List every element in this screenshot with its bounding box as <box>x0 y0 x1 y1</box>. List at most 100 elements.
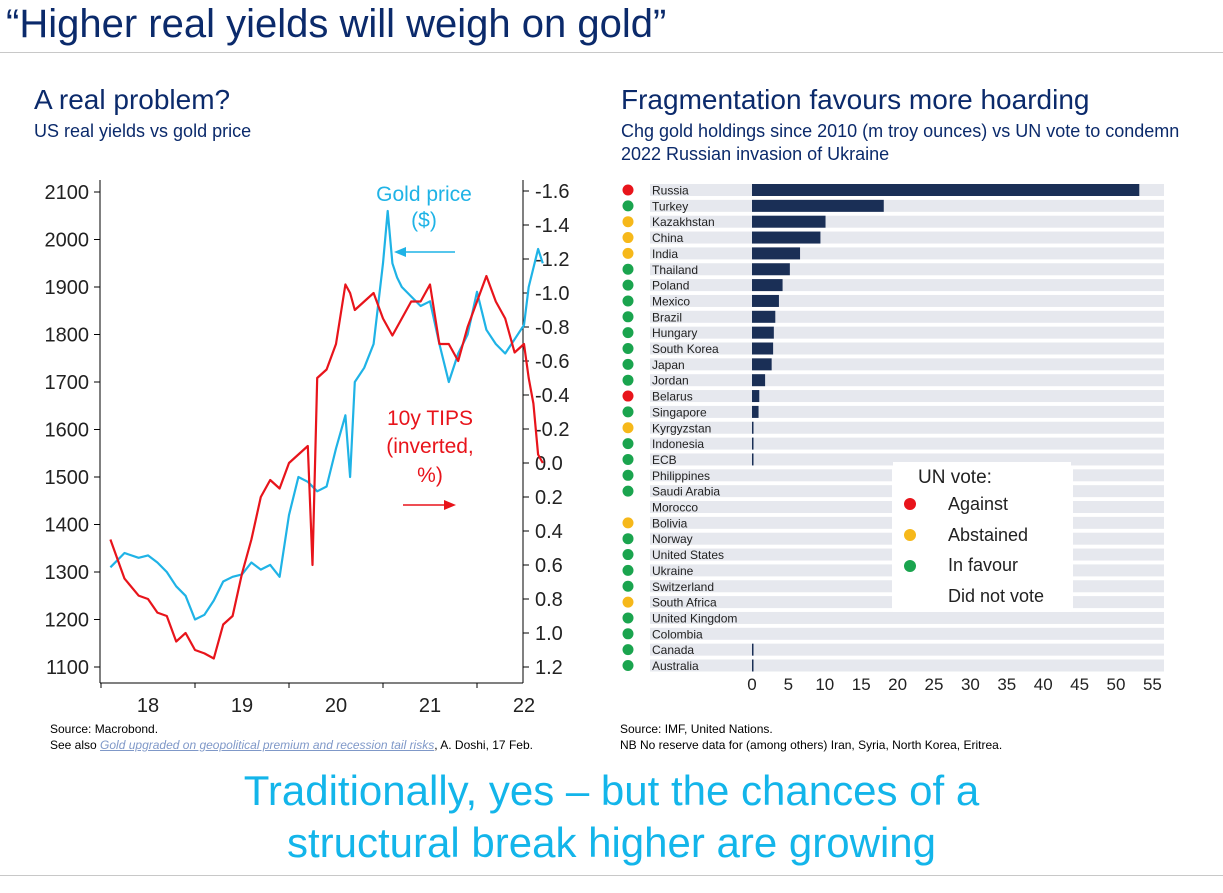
data-bar-kyrgyzstan <box>752 421 754 434</box>
title-divider <box>0 52 1223 53</box>
gold-price-label: Gold price <box>376 183 472 206</box>
report-link[interactable]: Gold upgraded on geopolitical premium an… <box>100 738 435 752</box>
report-author-date: , A. Doshi, 17 Feb. <box>434 738 533 752</box>
left-tick-label: 1300 <box>45 562 90 584</box>
vote-dot <box>622 247 634 259</box>
bottom-divider <box>0 875 1223 876</box>
bar-track <box>1073 485 1164 498</box>
conclusion-line-2: structural break higher are growing <box>287 819 936 866</box>
legend-abstained-dot <box>904 529 916 541</box>
country-label: ECB <box>652 453 677 467</box>
bar-track <box>1073 516 1164 529</box>
country-label: Japan <box>652 358 685 372</box>
country-label: Ukraine <box>652 564 694 578</box>
x-tick-label: 22 <box>513 695 535 717</box>
data-bar-belarus <box>752 390 760 403</box>
data-bar-china <box>752 231 821 244</box>
bar-track <box>892 294 1164 307</box>
country-label: Colombia <box>652 627 703 641</box>
data-bar-japan <box>752 358 772 371</box>
x-tick-label: 55 <box>1143 675 1162 694</box>
bar-track <box>892 390 1164 403</box>
data-bar-jordan <box>752 374 766 387</box>
bar-track <box>1073 548 1164 561</box>
bar-track <box>892 659 1164 672</box>
bar-track <box>892 247 1164 260</box>
vote-dot <box>622 343 634 354</box>
bar-track <box>650 516 892 529</box>
bar-track <box>892 611 1164 624</box>
bar-track <box>650 469 892 482</box>
right-chart-subheading: Chg gold holdings since 2010 (m troy oun… <box>621 121 1180 164</box>
country-label: Mexico <box>652 294 690 308</box>
x-tick-label: 15 <box>852 675 871 694</box>
bar-track <box>892 231 1164 244</box>
country-label: Brazil <box>652 310 682 324</box>
x-tick-label: 50 <box>1107 675 1126 694</box>
left-tick-label: 1500 <box>45 467 90 489</box>
bar-track <box>650 437 892 450</box>
left-tick-label: 1100 <box>46 657 89 679</box>
data-bar-poland <box>752 279 783 292</box>
x-tick-label: 21 <box>419 695 441 717</box>
right-tick-label: 0.6 <box>535 555 563 577</box>
gold-left-arrow-icon <box>394 247 406 257</box>
tips-line <box>109 274 544 660</box>
bar-track <box>650 643 892 656</box>
vote-dot <box>622 327 634 339</box>
legend-against-label: Against <box>948 494 1008 514</box>
vote-dot <box>622 644 634 656</box>
data-bar-canada <box>752 643 754 656</box>
x-tick-label: 35 <box>997 675 1016 694</box>
vote-dot <box>622 263 634 275</box>
bar-track <box>1073 580 1164 593</box>
bar-track <box>892 215 1164 228</box>
bar-track <box>650 532 892 545</box>
tips-right-arrow-icon <box>444 500 456 510</box>
tips-inverted-label: (inverted, <box>386 435 474 458</box>
left-tick-label: 1400 <box>45 515 90 537</box>
data-bar-brazil <box>752 310 776 323</box>
country-label: Hungary <box>652 326 697 340</box>
left-tick-label: 1600 <box>45 420 90 442</box>
x-tick-label: 19 <box>231 695 253 717</box>
country-label: Morocco <box>652 501 698 515</box>
vote-dot <box>622 580 634 592</box>
vote-dot <box>622 469 634 481</box>
x-tick-label: 18 <box>137 695 159 717</box>
right-tick-label: -0.2 <box>535 419 569 441</box>
data-bar-indonesia <box>752 437 754 450</box>
gold-price-line <box>109 209 544 621</box>
vote-dot <box>622 374 634 386</box>
data-bar-south-korea <box>752 342 774 355</box>
vote-dot <box>622 485 634 497</box>
x-tick-label: 10 <box>815 675 834 694</box>
vote-dot <box>622 533 634 545</box>
tips-label: 10y TIPS <box>387 407 473 430</box>
country-label: Norway <box>652 532 693 546</box>
right-tick-label: -1.4 <box>535 215 569 237</box>
left-source-line: Source: Macrobond. <box>50 722 159 736</box>
right-tick-label: -0.8 <box>535 317 569 339</box>
legend-title: UN vote: <box>918 467 992 488</box>
bar-track <box>892 374 1164 387</box>
data-bar-kazakhstan <box>752 215 826 228</box>
bar-track <box>892 279 1164 292</box>
legend-did-not-vote-label: Did not vote <box>948 586 1044 606</box>
vote-dot <box>622 216 634 228</box>
bar-track <box>650 390 892 403</box>
vote-dot <box>622 549 634 561</box>
bar-track <box>650 659 892 672</box>
vote-dot <box>622 422 634 434</box>
vote-dot <box>622 628 634 640</box>
country-label: Saudi Arabia <box>652 485 720 499</box>
vote-dot <box>622 564 634 576</box>
country-label: Belarus <box>652 390 693 404</box>
left-chart-subheading: US real yields vs gold price <box>34 121 252 141</box>
bar-track <box>892 358 1164 371</box>
left-chart-heading: A real problem? <box>34 84 231 115</box>
gold-vs-tips-line-chart: 1100 1200 1300 1400 1500 1600 1700 1800 1900 2000… <box>45 180 569 717</box>
vote-dot <box>622 184 634 196</box>
see-also-text: See also <box>50 738 101 752</box>
